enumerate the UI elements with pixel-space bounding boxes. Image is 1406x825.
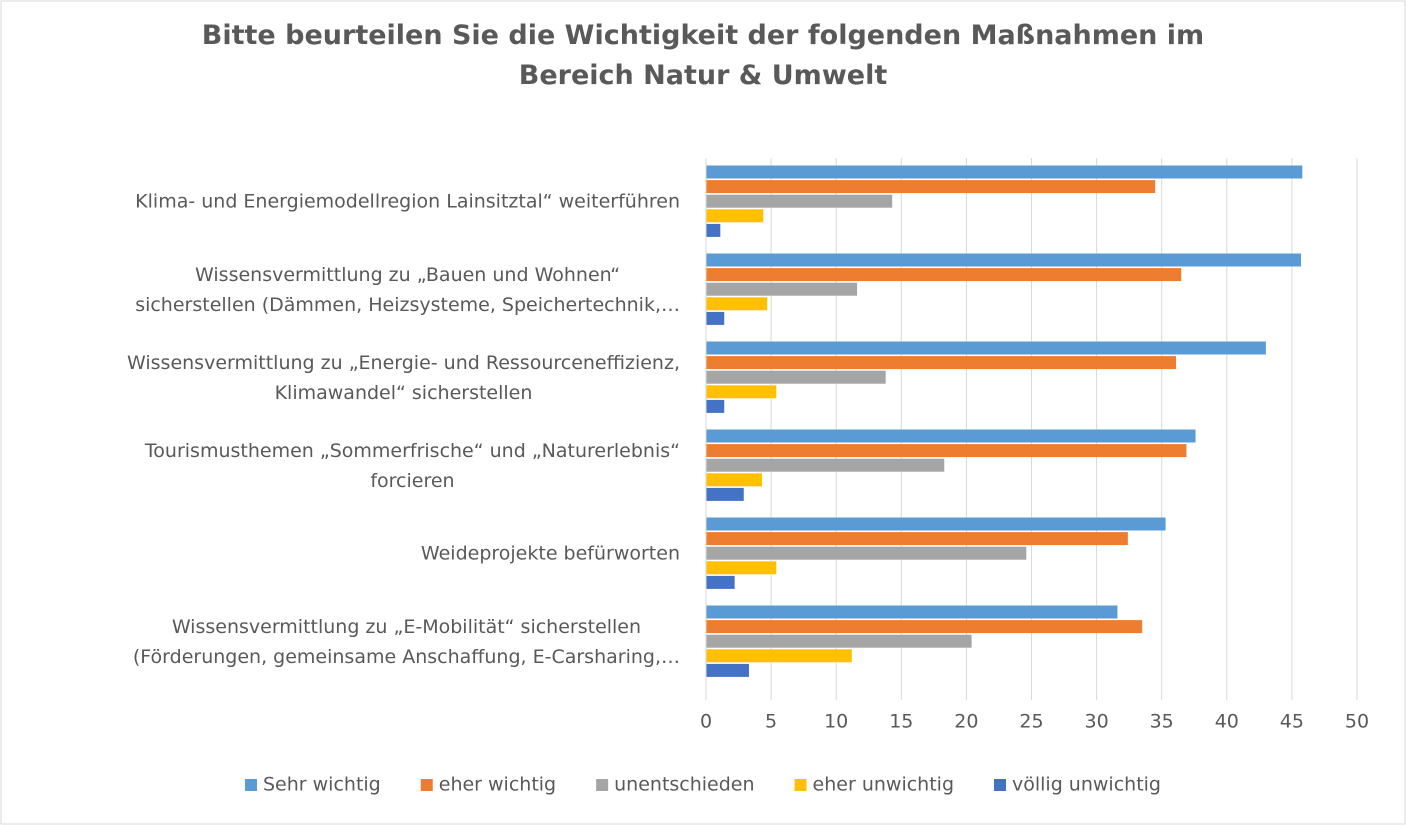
x-tick-label: 25: [1019, 711, 1043, 733]
legend-swatch: [420, 779, 433, 791]
bar: [706, 532, 1128, 546]
bar: [706, 223, 721, 237]
bar: [706, 209, 764, 223]
x-tick-label: 40: [1215, 711, 1239, 733]
x-tick-label: 45: [1280, 711, 1304, 733]
y-tick-label: Wissensvermittlung zu „Bauen und Wohnen“…: [135, 264, 680, 316]
bar: [706, 297, 768, 311]
bar: [706, 370, 886, 384]
bar: [706, 356, 1177, 370]
bar: [706, 517, 1166, 531]
bar: [706, 649, 852, 663]
chart-title: Bitte beurteilen Sie die Wichtigkeit der…: [202, 20, 1204, 91]
bar: [706, 165, 1303, 179]
bar: [706, 253, 1302, 267]
bar: [706, 399, 725, 413]
bar: [706, 487, 744, 501]
y-tick-label: Weideprojekte befürworten: [421, 543, 680, 565]
bar: [706, 311, 725, 325]
bar: [706, 605, 1118, 619]
x-tick-label: 35: [1150, 711, 1174, 733]
legend-swatch: [994, 779, 1006, 791]
bar: [706, 546, 1027, 560]
y-tick-label: Wissensvermittlung zu „E-Mobilität“ sich…: [133, 616, 680, 668]
bar: [706, 429, 1196, 443]
bar: [706, 194, 893, 208]
bar: [706, 385, 777, 399]
x-tick-label: 10: [824, 711, 848, 733]
y-tick-label: Wissensvermittlung zu „Energie- und Ress…: [127, 352, 680, 404]
y-tick-label: Klima- und Energiemodellregion Lainsitzt…: [135, 191, 680, 213]
bar: [706, 634, 972, 648]
bar: [706, 663, 749, 677]
bar: [706, 282, 858, 296]
legend-label: völlig unwichtig: [1012, 774, 1161, 796]
x-tick-label: 20: [954, 711, 978, 733]
bar: [706, 444, 1187, 458]
y-tick-label: Tourismusthemen „Sommerfrische“ und „Nat…: [144, 440, 680, 492]
bar: [706, 458, 945, 472]
legend-label: eher unwichtig: [813, 774, 954, 796]
x-tick-label: 15: [889, 711, 913, 733]
legend-label: Sehr wichtig: [263, 774, 381, 796]
bar: [706, 268, 1182, 282]
bar: [706, 575, 735, 589]
x-tick-label: 30: [1085, 711, 1109, 733]
bar: [706, 561, 777, 575]
bar: [706, 473, 762, 487]
x-tick-label: 50: [1345, 711, 1369, 733]
bar: [706, 341, 1266, 355]
bar: [706, 180, 1156, 194]
x-tick-label: 0: [700, 711, 712, 733]
legend-swatch: [794, 779, 807, 791]
legend-swatch: [245, 779, 257, 791]
x-tick-label: 5: [765, 711, 777, 733]
legend-swatch: [596, 779, 609, 791]
legend-label: eher wichtig: [439, 774, 556, 796]
bar: [706, 620, 1143, 634]
legend-label: unentschieden: [614, 774, 754, 796]
